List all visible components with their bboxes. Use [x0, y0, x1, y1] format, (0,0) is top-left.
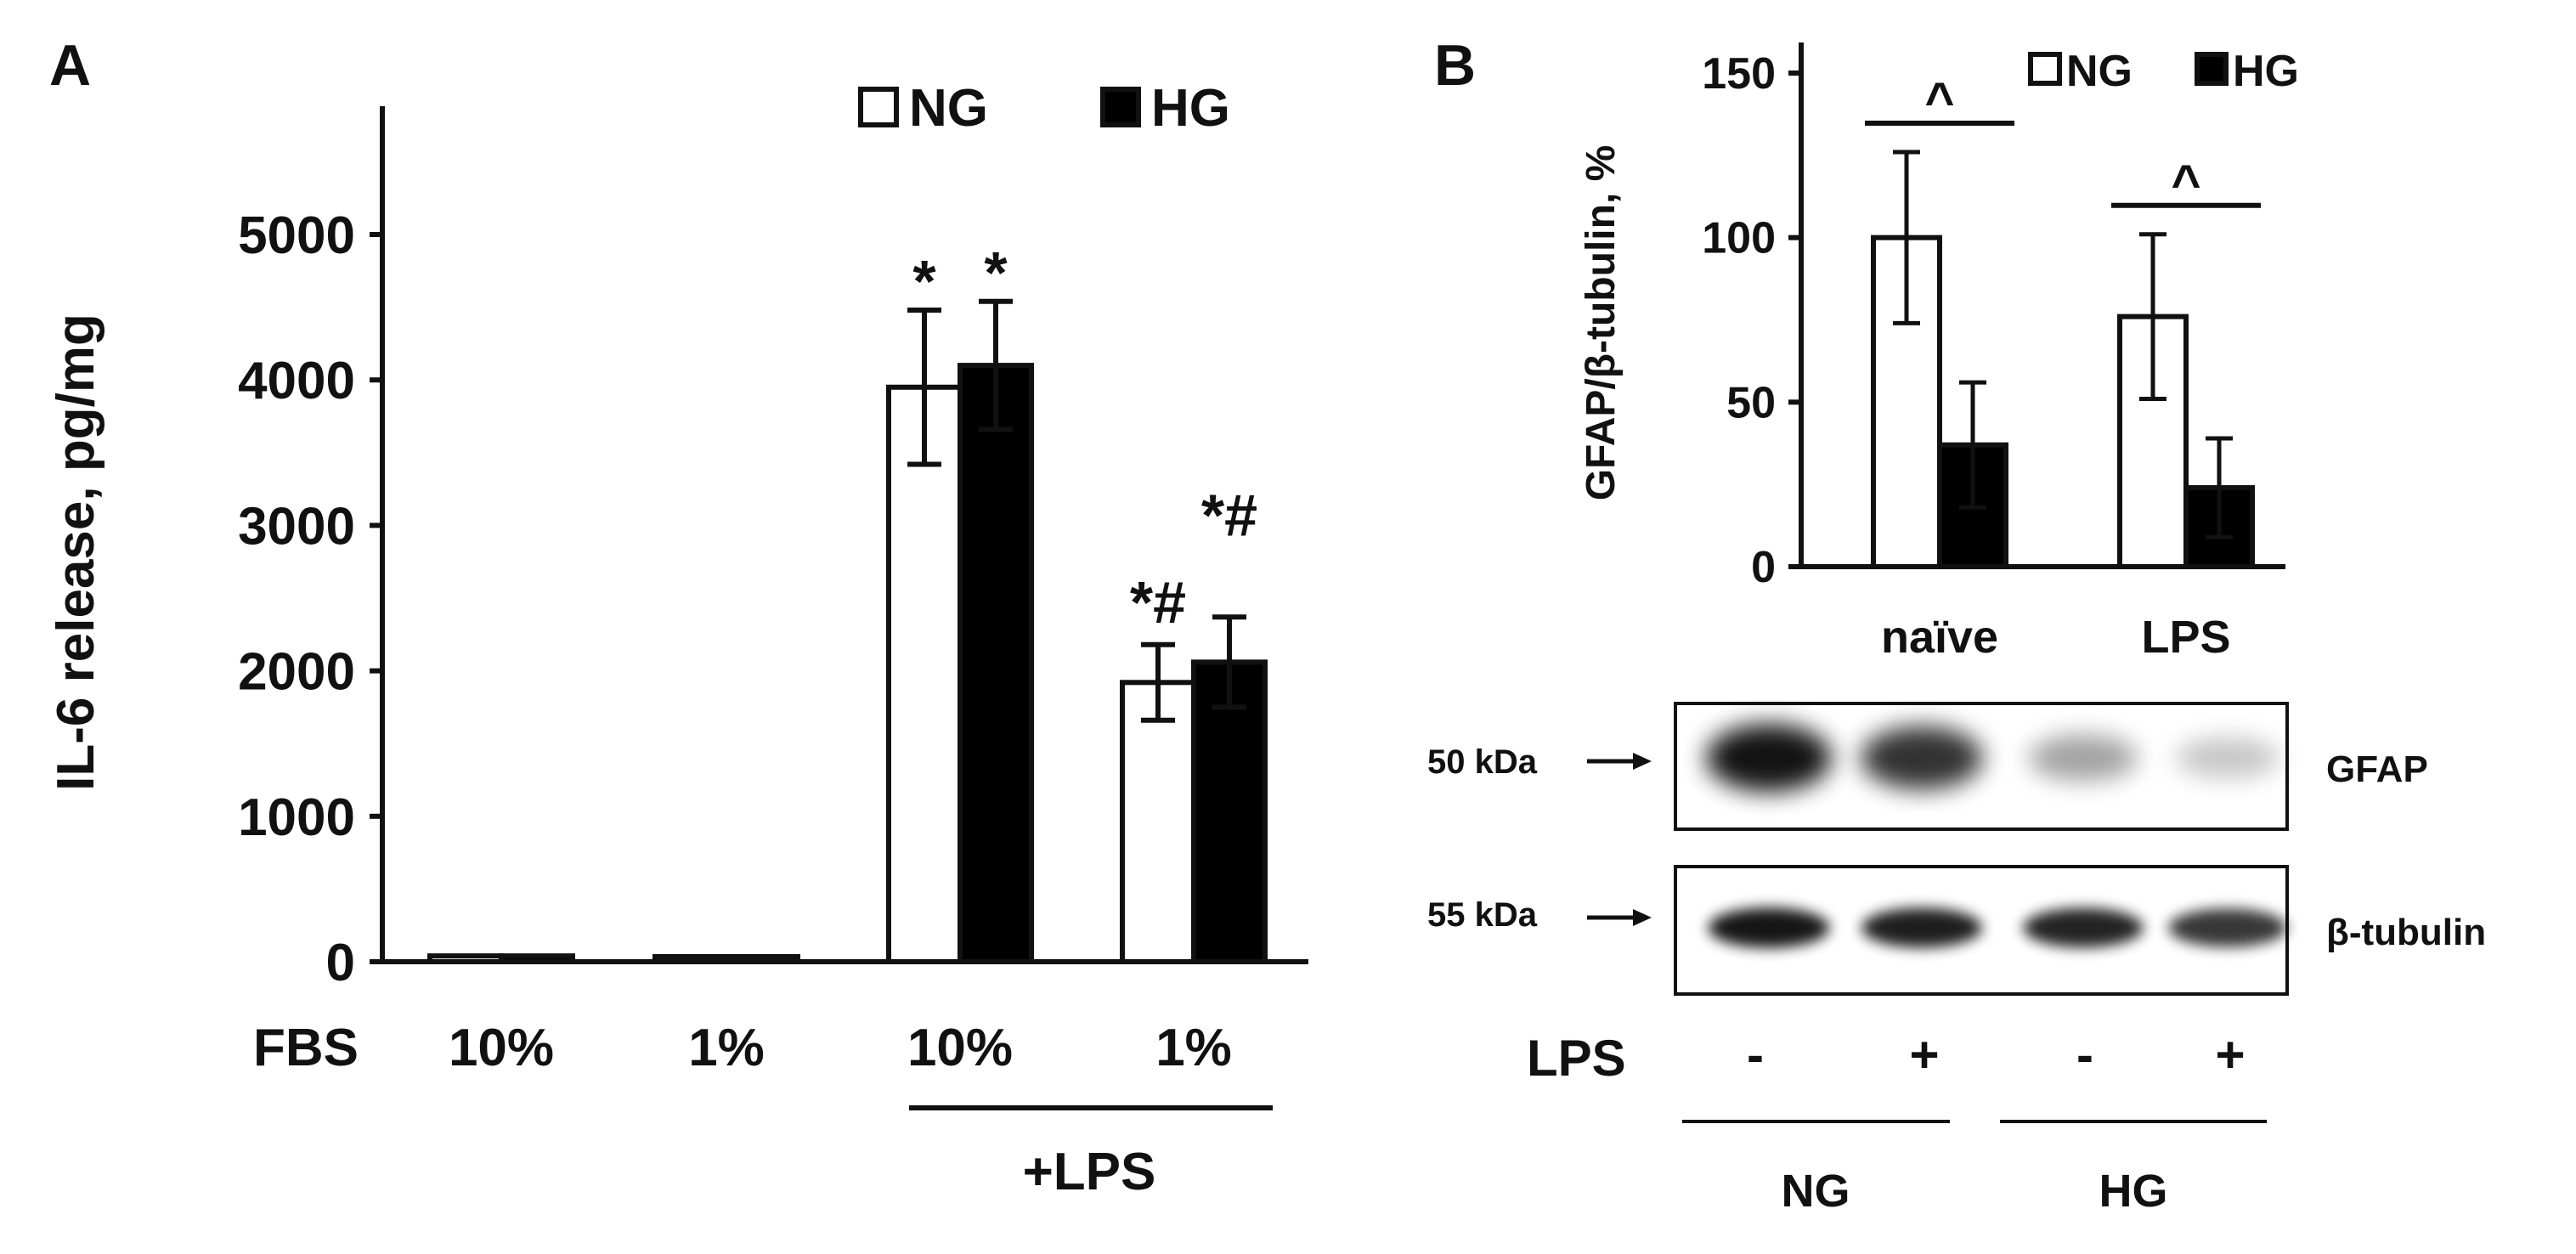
panel-a-lps-bracket-label: +LPS [1023, 1143, 1156, 1201]
lps-sign: - [2076, 1026, 2093, 1083]
panel-b-x-tick-label: LPS [2141, 612, 2230, 663]
panel-a-legend: NG HG [858, 79, 1230, 138]
tubulin-band [2023, 907, 2144, 948]
panel-a-bar-ng [652, 954, 729, 965]
panel-a-x-tick-label: 1% [688, 1019, 765, 1077]
legend-ng-swatch [858, 87, 899, 127]
panel-b-significance-mark: ^ [2171, 155, 2200, 212]
legend-ng-label: NG [909, 79, 988, 138]
panel-a-bar-hg [958, 363, 1034, 964]
panel-a-bar-hg [724, 954, 800, 965]
panel-a-bar-hg [499, 953, 575, 964]
panel-b-y-axis-label: GFAP/β-tubulin, % [1579, 145, 1624, 501]
gfap-bands [1706, 724, 2280, 792]
panel-a-bar-ng [427, 953, 504, 964]
lps-sign: - [1747, 1026, 1764, 1083]
legend-b-hg-label: HG [2233, 47, 2299, 96]
marker-55kda: 55 kDa [1427, 896, 1538, 934]
panel-a-y-ticks: 0 1000 2000 3000 4000 5000 [238, 206, 382, 992]
tubulin-band [1708, 907, 1830, 948]
gfap-band [1861, 726, 1983, 790]
lps-sign: + [2215, 1026, 2245, 1083]
legend-b-hg-swatch [2195, 52, 2229, 86]
panel-a-y-tick-label: 5000 [238, 206, 355, 265]
panel-a-x-row-label: FBS [253, 1019, 359, 1077]
gfap-band [2175, 737, 2280, 779]
panel-a-bar-ng [886, 384, 963, 964]
lps-signs: - + - + [1747, 1026, 2246, 1083]
marker-50kda-arrowhead [1633, 753, 1652, 770]
panel-a-y-tick-label: 3000 [238, 497, 355, 556]
panel-a-annotations: * * *#*# [912, 240, 1257, 635]
panel-a-x-labels: 10% 1% 10% 1% [449, 1019, 1232, 1077]
band-label-gfap: GFAP [2326, 748, 2428, 790]
gfap-band [2028, 734, 2138, 782]
tubulin-band [1861, 907, 1982, 948]
lps-sign: + [1909, 1026, 1939, 1083]
panel-b-x-labels: naïve LPS [1881, 612, 2231, 663]
marker-55kda-arrowhead [1633, 909, 1652, 926]
panel-a-significance-mark: * [984, 240, 1008, 306]
lps-row-label: LPS [1527, 1030, 1626, 1087]
gfap-band [1706, 724, 1832, 792]
panel-a: A NG HG IL-6 release, pg/mg 0 1000 2000 300… [47, 33, 1308, 1201]
panel-b-significance-mark: ^ [1924, 72, 1954, 129]
ng-group-label: NG [1782, 1166, 1850, 1217]
panel-a-significance-mark: * [912, 248, 936, 314]
legend-b-ng-swatch [2028, 52, 2062, 86]
panel-b-y-tick-label: 0 [1751, 543, 1776, 592]
tubulin-band [2168, 908, 2287, 947]
panel-a-bar-ng [1120, 680, 1196, 965]
panel-a-x-tick-label: 10% [907, 1019, 1013, 1077]
western-blot: 50 kDa 55 kDa GFAP β-tubulin LPS - + - + NG… [1427, 702, 2486, 1217]
panel-a-y-tick-label: 1000 [238, 788, 355, 847]
panel-b-x-tick-label: naïve [1881, 612, 1998, 663]
panel-a-x-tick-label: 1% [1155, 1019, 1232, 1077]
panel-b-legend: NG HG [2028, 47, 2299, 96]
panel-a-significance-mark: *# [1201, 482, 1257, 548]
panel-a-bars [427, 298, 1268, 965]
panel-a-bar-hg [1191, 659, 1268, 964]
panel-b-y-tick-label: 100 [1702, 214, 1776, 263]
panel-b-label: B [1434, 33, 1476, 98]
panel-b-y-tick-label: 50 [1726, 378, 1776, 427]
marker-50kda: 50 kDa [1427, 743, 1538, 781]
panel-b-y-tick-label: 150 [1702, 49, 1776, 99]
legend-hg-label: HG [1151, 79, 1230, 138]
panel-a-y-tick-label: 2000 [238, 643, 355, 702]
hg-group-label: HG [2099, 1166, 2168, 1217]
panel-a-label: A [49, 33, 91, 98]
panel-a-x-tick-label: 10% [449, 1019, 554, 1077]
panel-b-y-ticks: 0 50 100 150 [1702, 49, 1801, 592]
legend-hg-swatch [1100, 87, 1141, 127]
panel-a-y-axis-label: IL-6 release, pg/mg [47, 314, 105, 791]
legend-b-ng-label: NG [2066, 47, 2133, 96]
panel-a-y-tick-label: 4000 [238, 352, 355, 410]
tubulin-bands [1708, 907, 2287, 948]
band-label-tubulin: β-tubulin [2326, 912, 2486, 953]
panel-a-significance-mark: *# [1130, 569, 1186, 635]
panel-b-bars [1871, 150, 2255, 569]
panel-b-annotations: ^^ [1865, 72, 2261, 212]
panel-a-y-tick-label: 0 [326, 934, 355, 992]
